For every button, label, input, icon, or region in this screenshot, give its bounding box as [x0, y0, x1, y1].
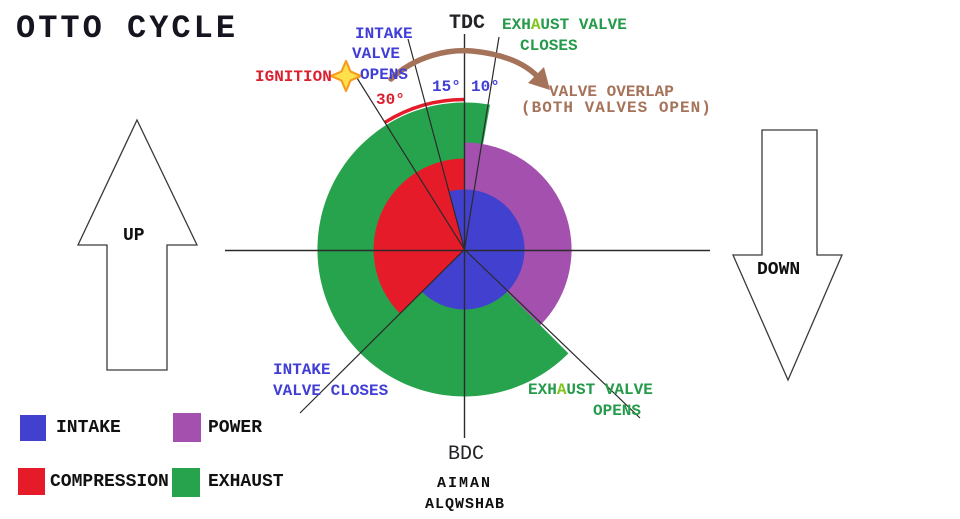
exhaust-valve-closes-label-line2: CLOSES [520, 37, 578, 55]
valve-overlap-label-line2: (BOTH VALVES OPEN) [521, 99, 712, 117]
intake-valve-opens-label-line1: INTAKE [355, 25, 413, 43]
down-arrow-label: DOWN [757, 260, 801, 280]
legend-swatch-exhaust [172, 468, 200, 497]
legend-label-compression: COMPRESSION [50, 472, 169, 492]
compression-sector [373, 158, 465, 314]
exhaust-closes-line [463, 36, 500, 250]
evc-text-post: UST VALVE [540, 16, 627, 34]
page-title: OTTO CYCLE [16, 10, 239, 47]
intake-closes-line [299, 249, 465, 414]
intake-opens-line [407, 38, 466, 250]
evo-text-post: UST VALVE [566, 381, 653, 399]
intake-valve-closes-label-line1: INTAKE [273, 361, 331, 379]
legend-label-power: POWER [208, 418, 263, 438]
legend-swatch-intake [20, 415, 46, 441]
legend-label-intake: INTAKE [56, 418, 121, 438]
intake-valve-opens-label-line3: OPENS [360, 66, 409, 84]
evc-text-pre: EXH [502, 16, 531, 34]
tdc-label: TDC [449, 12, 486, 35]
ignition-star-icon [329, 59, 363, 93]
legend-label-exhaust: EXHAUST [208, 472, 284, 492]
exhaust-valve-opens-label-line1: EXHAUST VALVE [528, 382, 653, 398]
valve-overlap-label-line1: VALVE OVERLAP [549, 83, 674, 101]
credit-line1: AIMAN [437, 475, 493, 492]
valve-overlap-arrowhead [528, 67, 550, 90]
intake-valve-closes-label-line2: VALVE CLOSES [273, 382, 389, 400]
exhaust-opens-line [464, 249, 641, 419]
angle-15-label: 15° [432, 78, 461, 96]
valve-overlap-arc-arrow [388, 47, 540, 82]
up-arrow [76, 118, 199, 371]
intake-sector [422, 189, 525, 310]
angle-10-label: 10° [471, 78, 500, 96]
down-arrow [732, 129, 843, 382]
legend-swatch-power [173, 413, 201, 442]
evo-text-highlight-a: A [556, 381, 567, 399]
ignition-rim-arc [384, 97, 465, 124]
ignition-line [356, 77, 466, 250]
evo-text-pre: EXH [528, 381, 557, 399]
intake-valve-opens-label-line2: VALVE [352, 45, 401, 63]
exhaust-valve-opens-label-line2: OPENS [593, 402, 642, 420]
ignition-label: IGNITION [255, 68, 332, 86]
angle-30-label: 30° [376, 91, 405, 109]
credit-line2: ALQWSHAB [425, 496, 506, 513]
up-arrow-label: UP [123, 226, 145, 246]
exhaust-valve-closes-label-line1: EXHAUST VALVE [502, 17, 627, 33]
bdc-label: BDC [448, 443, 485, 466]
evc-text-highlight-a: A [530, 16, 541, 34]
legend-swatch-compression [18, 468, 45, 495]
